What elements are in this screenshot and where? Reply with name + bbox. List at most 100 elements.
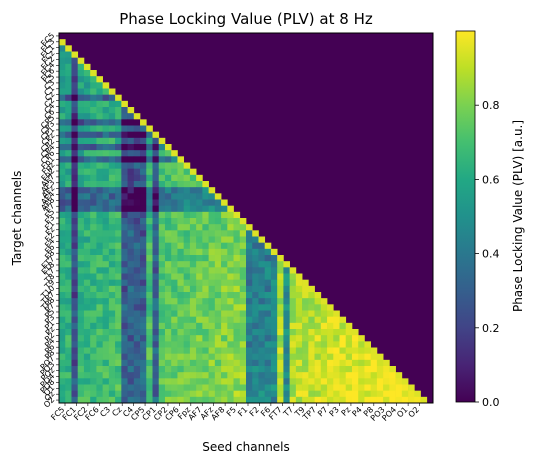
heatmap-cell [208,329,216,336]
heatmap-cell [252,285,259,293]
heatmap-cell [77,329,85,336]
heatmap-cell [258,353,266,361]
heatmap-cell [171,150,178,157]
heatmap-cell [339,322,347,330]
heatmap-cell [246,390,253,398]
heatmap-cell [221,390,228,398]
heatmap-cell [108,267,116,274]
heatmap-cell [270,310,278,318]
heatmap-cell [121,187,128,194]
heatmap-cell [308,378,315,385]
heatmap-cell [115,384,122,392]
heatmap-cell [196,181,203,188]
heatmap-cell [152,248,160,256]
heatmap-cell [96,199,103,207]
heatmap-cell [258,248,266,256]
heatmap-cell [227,261,234,268]
heatmap-cell [146,181,153,188]
heatmap-cell [164,285,172,293]
heatmap-cell [59,57,66,65]
heatmap-cell [221,347,228,355]
heatmap-cell [77,125,85,133]
heatmap-cell [339,366,347,373]
heatmap-cell [164,261,172,268]
heatmap-cell [71,181,79,188]
heatmap-cell [127,255,135,262]
heatmap-cell [351,372,359,379]
heatmap-cell [108,125,116,133]
heatmap-cell [90,156,97,163]
heatmap-cell [146,162,153,170]
heatmap-cell [227,255,234,262]
heatmap-cell [102,242,110,250]
heatmap-cell [127,298,135,305]
heatmap-cell [65,359,72,367]
heatmap-cell [389,372,396,379]
heatmap-cell [71,359,79,367]
heatmap-cell [221,199,228,207]
heatmap-cell [227,335,234,342]
heatmap-cell [246,267,253,274]
heatmap-cell [283,396,290,404]
heatmap-cell [77,137,85,145]
heatmap-cell [289,304,297,311]
heatmap-cell [202,242,209,250]
colorbar-tick-label: 0.0 [482,396,500,409]
heatmap-cell [177,329,185,336]
heatmap-cell [115,113,122,120]
heatmap-cell [108,329,116,336]
heatmap-cell [102,273,110,281]
heatmap-cell [246,316,253,324]
heatmap-cell [183,378,191,385]
heatmap-cell [140,131,147,139]
heatmap-cell [395,378,403,385]
heatmap-cell [133,341,141,348]
heatmap-cell [252,353,259,361]
heatmap-cell [351,347,359,355]
heatmap-cell [152,181,160,188]
heatmap-cell [239,347,247,355]
heatmap-cell [171,322,178,330]
heatmap-cell [146,248,153,256]
heatmap-cell [227,390,234,398]
heatmap-cell [227,273,234,281]
heatmap-cell [221,224,228,231]
heatmap-cell [208,273,216,281]
heatmap-cell [214,218,222,225]
heatmap-cell [65,267,72,274]
heatmap-cell [59,70,66,77]
heatmap-cell [314,316,322,324]
heatmap-cell [133,144,141,151]
heatmap-cell [208,261,216,268]
heatmap-cell [108,304,116,311]
heatmap-cell [252,261,259,268]
heatmap-cell [295,384,303,392]
heatmap-cell [289,267,297,274]
heatmap-cell [314,372,322,379]
heatmap-cell [158,156,166,163]
heatmap-cell [140,372,147,379]
heatmap-cell [283,267,290,274]
heatmap-cell [140,390,147,398]
heatmap-cell [121,378,128,385]
heatmap-cell [383,378,390,385]
heatmap-cell [65,255,72,262]
heatmap-cell [90,279,97,287]
heatmap-cell [102,211,110,219]
heatmap-cell [77,372,85,379]
heatmap-cell [96,390,103,398]
heatmap-cell [177,248,185,256]
heatmap-cell [283,285,290,293]
heatmap-cell [214,279,222,287]
heatmap-cell [146,211,153,219]
heatmap-cell [90,224,97,231]
heatmap-cell [127,230,135,237]
heatmap-cell [283,335,290,342]
heatmap-cell [90,273,97,281]
heatmap-cell [71,199,79,207]
heatmap-cell [295,335,303,342]
heatmap-cell [102,261,110,268]
heatmap-cell [289,310,297,318]
heatmap-cell [264,366,272,373]
heatmap-cell [171,211,178,219]
